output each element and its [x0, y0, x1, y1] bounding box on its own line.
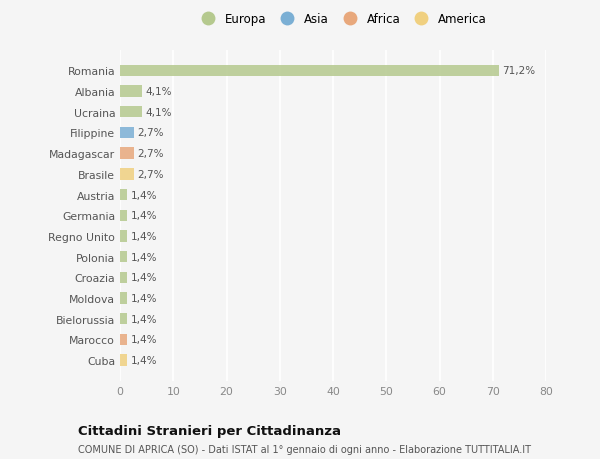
Bar: [120, 293, 127, 304]
Bar: [120, 272, 127, 283]
Text: 4,1%: 4,1%: [145, 87, 172, 97]
Text: 1,4%: 1,4%: [131, 190, 157, 200]
Text: 1,4%: 1,4%: [131, 314, 157, 324]
Bar: [120, 128, 134, 139]
Text: 2,7%: 2,7%: [137, 128, 164, 138]
Legend: Europa, Asia, Africa, America: Europa, Asia, Africa, America: [196, 13, 487, 26]
Text: 4,1%: 4,1%: [145, 107, 172, 118]
Text: COMUNE DI APRICA (SO) - Dati ISTAT al 1° gennaio di ogni anno - Elaborazione TUT: COMUNE DI APRICA (SO) - Dati ISTAT al 1°…: [78, 444, 531, 454]
Bar: [120, 190, 127, 201]
Bar: [120, 148, 134, 159]
Bar: [120, 252, 127, 263]
Text: 1,4%: 1,4%: [131, 335, 157, 345]
Text: 2,7%: 2,7%: [137, 149, 164, 159]
Text: 1,4%: 1,4%: [131, 355, 157, 365]
Text: 1,4%: 1,4%: [131, 211, 157, 221]
Bar: [120, 66, 499, 77]
Bar: [120, 313, 127, 325]
Text: 2,7%: 2,7%: [137, 169, 164, 179]
Text: 1,4%: 1,4%: [131, 252, 157, 262]
Bar: [120, 169, 134, 180]
Text: 1,4%: 1,4%: [131, 231, 157, 241]
Text: 1,4%: 1,4%: [131, 293, 157, 303]
Bar: [120, 355, 127, 366]
Text: 1,4%: 1,4%: [131, 273, 157, 283]
Bar: [120, 334, 127, 345]
Text: 71,2%: 71,2%: [502, 66, 535, 76]
Bar: [120, 107, 142, 118]
Bar: [120, 210, 127, 221]
Text: Cittadini Stranieri per Cittadinanza: Cittadini Stranieri per Cittadinanza: [78, 425, 341, 437]
Bar: [120, 86, 142, 97]
Bar: [120, 231, 127, 242]
